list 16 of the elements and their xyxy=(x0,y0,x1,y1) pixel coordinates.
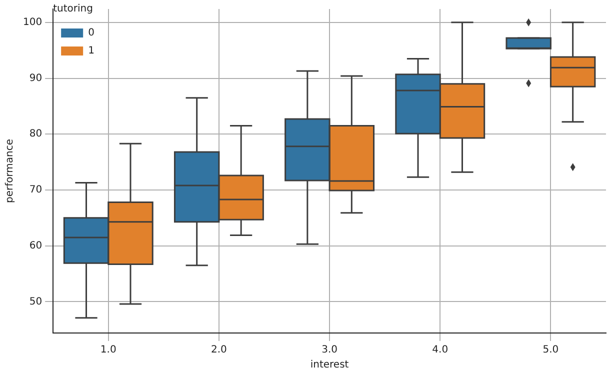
legend-label: 1 xyxy=(88,46,94,57)
y-tick-label: 60 xyxy=(29,240,42,252)
x-axis-title: interest xyxy=(310,360,349,371)
x-tick-label: 1.0 xyxy=(100,344,116,356)
y-tick-label: 50 xyxy=(29,296,42,308)
y-tick-label: 90 xyxy=(29,72,42,84)
x-tick-label: 3.0 xyxy=(322,344,338,356)
legend-title: tutoring xyxy=(53,4,93,15)
y-axis-title: performance xyxy=(4,138,16,204)
x-tick-label: 2.0 xyxy=(211,344,227,356)
y-tick-label: 80 xyxy=(29,128,42,140)
legend-label: 0 xyxy=(88,28,94,39)
y-tick-label: 100 xyxy=(22,17,42,28)
y-tick-label: 70 xyxy=(29,184,42,196)
x-tick-label: 4.0 xyxy=(432,344,448,356)
x-tick-label: 5.0 xyxy=(542,344,559,356)
